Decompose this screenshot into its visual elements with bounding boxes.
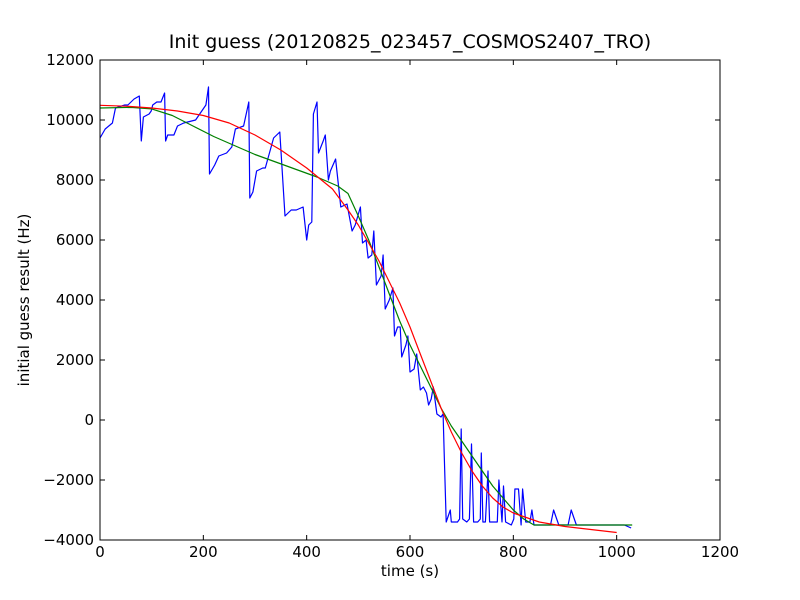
x-axis-label: time (s)	[381, 562, 439, 580]
x-tick-label: 1200	[701, 543, 739, 561]
series-line-1	[99, 86, 632, 529]
chart-title: Init guess (20120825_023457_COSMOS2407_T…	[169, 31, 651, 53]
y-tick-label: 8000	[56, 171, 94, 189]
y-axis-label: initial guess result (Hz)	[15, 214, 33, 387]
y-tick-label: 6000	[56, 231, 94, 249]
x-tick-label: 0	[95, 543, 105, 561]
y-tick-label: 10000	[46, 111, 94, 129]
y-tick-label: 2000	[56, 351, 94, 369]
y-tick-label: −4000	[43, 531, 94, 549]
y-tick-label: 0	[84, 411, 94, 429]
y-tick-label: 4000	[56, 291, 94, 309]
series-line-3	[99, 104, 617, 534]
x-tick-label: 1000	[598, 543, 636, 561]
x-tick-label: 600	[396, 543, 425, 561]
y-tick-label: −2000	[43, 471, 94, 489]
plot-frame	[99, 59, 721, 541]
x-tick-label: 400	[292, 543, 321, 561]
series-layer	[99, 86, 633, 534]
tick-layer: 0 200 400 600 800 1000 1200 −4000 −2000 0 2000 4000…	[43, 51, 739, 561]
x-tick-label: 200	[189, 543, 218, 561]
x-tick-label: 800	[499, 543, 528, 561]
plot-area	[100, 60, 720, 540]
y-tick-label: 12000	[46, 51, 94, 69]
series-line-2	[99, 106, 633, 526]
